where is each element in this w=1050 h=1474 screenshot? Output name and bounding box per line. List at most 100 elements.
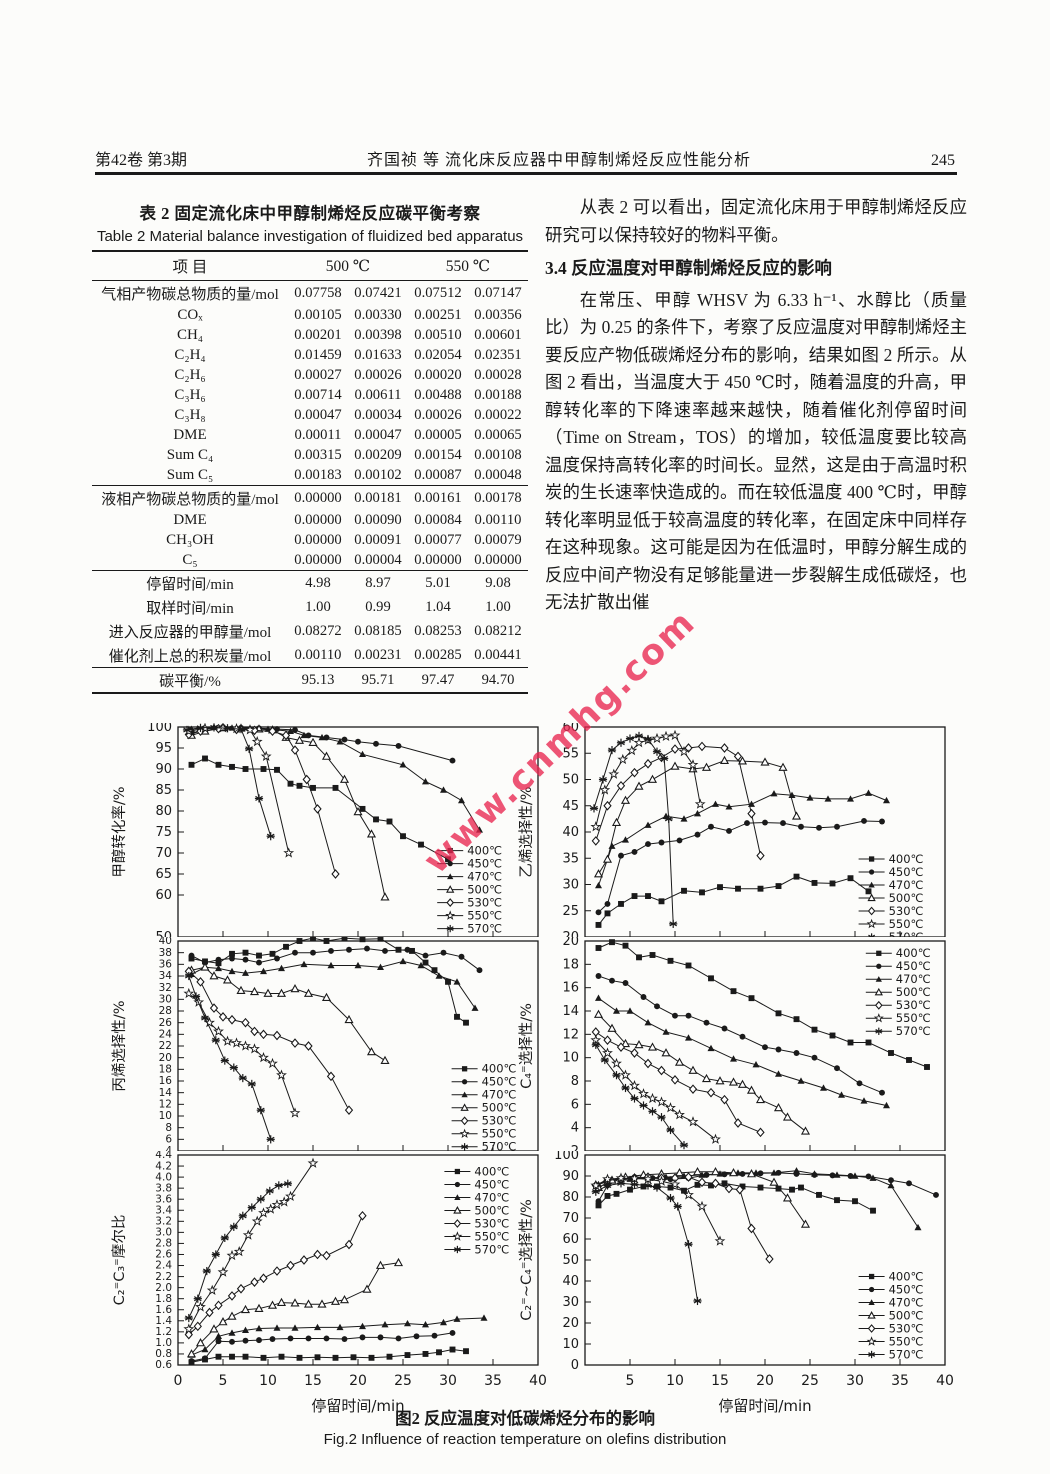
table-row: DME 0.00000 0.00090 0.00084 0.00110: [92, 510, 528, 530]
table-row: CH₄ 0.00201 0.00398 0.00510 0.00601: [92, 325, 528, 345]
svg-text:400℃: 400℃: [467, 843, 502, 857]
row-label: C₃H₆: [174, 386, 206, 403]
figure-caption-en: Fig.2 Influence of reaction temperature …: [323, 1431, 727, 1448]
svg-text:30: 30: [846, 1373, 864, 1389]
table-row: C₂H₆ 0.00027 0.00026 0.00020 0.00028: [92, 365, 528, 385]
cell-value: 0.00048: [474, 466, 522, 483]
cell-value: 0.07512: [414, 284, 462, 301]
row-label: C₂H₄: [174, 346, 206, 363]
cell-value: 0.01633: [354, 346, 402, 363]
cell-value: 0.00004: [354, 551, 402, 568]
cell-value: 0.00000: [294, 531, 342, 548]
svg-text:停留时间/min: 停留时间/min: [718, 1397, 811, 1415]
cell-value: 0.00601: [474, 326, 522, 343]
svg-text:30: 30: [562, 878, 579, 893]
cell-value: 0.00022: [474, 406, 522, 423]
svg-text:36: 36: [159, 959, 173, 971]
svg-text:乙烯选择性/%: 乙烯选择性/%: [518, 786, 535, 877]
svg-text:500℃: 500℃: [474, 1203, 509, 1217]
svg-text:50: 50: [562, 1253, 579, 1268]
svg-text:丙烯选择性/%: 丙烯选择性/%: [111, 1000, 128, 1091]
cell-value: 0.00181: [348, 485, 408, 510]
cell-value: 0.00000: [294, 551, 342, 568]
svg-text:570℃: 570℃: [474, 1242, 509, 1256]
svg-text:14: 14: [562, 1004, 579, 1019]
svg-text:12: 12: [159, 1099, 172, 1111]
cell-value: 0.00026: [354, 366, 402, 383]
table-header-row: 项 目 500 ℃ 550 ℃: [92, 251, 528, 281]
cell-value: 94.70: [468, 667, 528, 693]
svg-text:500℃: 500℃: [889, 1308, 924, 1322]
svg-text:10: 10: [562, 1337, 579, 1352]
svg-text:95: 95: [155, 741, 172, 756]
cell-value: 0.00000: [294, 511, 342, 528]
svg-text:50: 50: [562, 773, 579, 788]
svg-text:1.0: 1.0: [155, 1337, 172, 1349]
table-row: C₃H₆ 0.00714 0.00611 0.00488 0.00188: [92, 385, 528, 405]
cell-value: 0.07758: [294, 284, 342, 301]
cell-value: 0.07147: [474, 284, 522, 301]
svg-text:550℃: 550℃: [896, 1011, 931, 1025]
table-row: DME 0.00011 0.00047 0.00005 0.00065: [92, 425, 528, 445]
col-header-item: 项 目: [92, 251, 288, 281]
col-header-550c: 550 ℃: [408, 251, 528, 281]
svg-text:400℃: 400℃: [482, 1062, 517, 1076]
svg-text:20: 20: [349, 1373, 367, 1389]
cell-value: 0.08253: [414, 622, 462, 639]
svg-text:15: 15: [711, 1373, 729, 1389]
svg-text:5: 5: [219, 1373, 228, 1389]
row-label: C₂H₆: [174, 366, 206, 383]
svg-text:550℃: 550℃: [889, 917, 924, 931]
svg-text:530℃: 530℃: [482, 1114, 517, 1128]
table-row: 进入反应器的甲醇量/mol 0.08272 0.08185 0.08253 0.0821…: [92, 619, 528, 643]
svg-text:470℃: 470℃: [474, 1190, 509, 1204]
svg-text:470℃: 470℃: [896, 972, 931, 986]
cell-value: 0.00510: [414, 326, 462, 343]
cell-value: 95.71: [348, 667, 408, 693]
cell-value: 0.00000: [414, 551, 462, 568]
svg-text:35: 35: [891, 1373, 909, 1389]
svg-text:50: 50: [155, 930, 172, 937]
cell-value: 0.00027: [294, 366, 342, 383]
row-label: DME: [173, 511, 207, 528]
table-row: C₂H₄ 0.01459 0.01633 0.02054 0.02351: [92, 345, 528, 365]
cell-value: 0.00201: [294, 326, 342, 343]
svg-text:3.4: 3.4: [155, 1204, 172, 1216]
table-row: 气相产物碳总物质的量/mol 0.07758 0.07421 0.07512 0.071…: [92, 281, 528, 306]
svg-text:38: 38: [159, 947, 172, 959]
chart-c4-olefin-selectivity: 2 4 6 8 10 12 14 16 18 20 C₄⁼选择性/% 400℃450℃470℃500℃…: [518, 937, 946, 1151]
running-title: 齐国祯 等 流化床反应器中甲醇制烯烃反应性能分析: [367, 152, 752, 169]
cell-value: 0.00084: [414, 511, 462, 528]
table-row: Sum C₄ 0.00315 0.00209 0.00154 0.00108: [92, 445, 528, 465]
svg-text:3.6: 3.6: [155, 1193, 172, 1205]
svg-text:530℃: 530℃: [474, 1216, 509, 1230]
svg-text:26: 26: [159, 1017, 173, 1029]
svg-text:450℃: 450℃: [467, 856, 502, 870]
svg-text:4.2: 4.2: [155, 1160, 172, 1172]
svg-text:20: 20: [562, 1316, 579, 1331]
svg-text:0.6: 0.6: [155, 1359, 172, 1371]
cell-value: 0.01459: [294, 346, 342, 363]
svg-text:500℃: 500℃: [896, 985, 931, 999]
cell-value: 0.00161: [408, 485, 468, 510]
svg-text:40: 40: [159, 937, 172, 947]
cell-value: 0.00000: [474, 551, 522, 568]
svg-text:40: 40: [562, 825, 579, 840]
svg-text:6: 6: [571, 1097, 579, 1112]
svg-text:470℃: 470℃: [889, 878, 924, 892]
cell-value: 0.00090: [354, 511, 402, 528]
cell-value: 0.00488: [414, 386, 462, 403]
svg-text:14: 14: [159, 1087, 173, 1099]
svg-text:500℃: 500℃: [482, 1101, 517, 1115]
cell-value: 8.97: [348, 570, 408, 595]
cell-value: 0.00047: [354, 426, 402, 443]
svg-text:40: 40: [562, 1274, 579, 1289]
row-label: C₅: [182, 551, 198, 568]
svg-text:75: 75: [155, 825, 172, 840]
svg-text:550℃: 550℃: [474, 1229, 509, 1243]
svg-text:450℃: 450℃: [896, 959, 931, 973]
svg-text:1.2: 1.2: [155, 1326, 172, 1338]
row-label: 气相产物碳总物质的量/mol: [101, 286, 279, 303]
cell-value: 0.00034: [354, 406, 402, 423]
cell-value: 1.00: [485, 598, 511, 615]
